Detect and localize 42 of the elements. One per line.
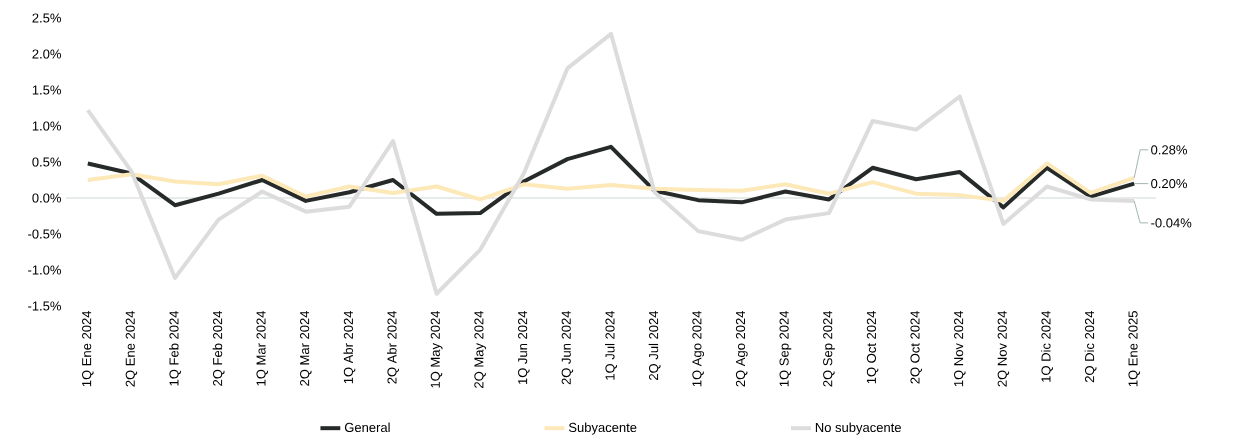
legend-label: General: [344, 422, 390, 433]
y-tick-label: 1.0%: [32, 121, 61, 131]
x-tick-label: 1Q Ene 2025: [1128, 311, 1140, 387]
y-tick-label: -1.5%: [28, 301, 61, 311]
x-tick-label: 1Q Oct 2024: [866, 310, 879, 384]
x-tick-label: 2Q Ago 2024: [735, 310, 748, 387]
x-tick-label: 1Q Ene 2024: [82, 310, 94, 387]
y-tick-label: -0.5%: [28, 229, 61, 239]
legend-label: Subyacente: [568, 422, 637, 435]
x-tick-label: 1Q Ago 2024: [692, 310, 705, 387]
y-tick-label: 2.0%: [32, 49, 61, 59]
y-tick-label: 1.5%: [32, 85, 61, 95]
x-tick-label: 2Q Abr 2024: [387, 310, 399, 384]
x-tick-label: 2Q Dic 2024: [1084, 310, 1097, 383]
legend-label: No subyacente: [815, 422, 901, 435]
line-series: [85, 161, 1137, 203]
y-tick-label: 0.0%: [32, 193, 61, 203]
x-tick-label: 1Q Nov 2024: [954, 310, 966, 387]
x-tick-label: 1Q Dic 2024: [1041, 310, 1053, 382]
data-label: -0.04%: [1151, 218, 1192, 228]
x-tick-label: 1Q Abr 2024: [343, 310, 356, 384]
x-tick-label: 2Q Mar 2024: [300, 310, 312, 386]
x-tick-label: 1Q Mar 2024: [256, 310, 268, 386]
x-tick-label: 1Q May 2024: [430, 310, 443, 388]
x-tick-label: 2Q Jun 2024: [561, 310, 574, 385]
x-tick-label: 1Q Jul 2024: [605, 310, 617, 380]
line-series: [85, 144, 1137, 216]
y-tick-label: -1.0%: [28, 265, 61, 275]
y-tick-label: 2.5%: [32, 13, 61, 23]
x-tick-label: 2Q Oct 2024: [910, 310, 922, 384]
x-tick-label: 1Q Jun 2024: [518, 310, 530, 384]
x-tick-label: 2Q May 2024: [474, 310, 487, 388]
x-tick-label: 2Q Sep 2024: [823, 310, 835, 387]
y-tick-label: 0.5%: [32, 157, 61, 167]
x-tick-label: 2Q Nov 2024: [997, 310, 1010, 387]
x-tick-label: 2Q Ene 2024: [125, 310, 138, 387]
x-tick-label: 2Q Feb 2024: [212, 310, 225, 386]
x-tick-label: 1Q Sep 2024: [779, 310, 792, 387]
x-tick-label: 1Q Feb 2024: [169, 310, 181, 386]
x-tick-label: 2Q Jul 2024: [648, 310, 661, 380]
data-label: 0.28%: [1151, 145, 1187, 155]
data-label: 0.20%: [1151, 179, 1187, 189]
